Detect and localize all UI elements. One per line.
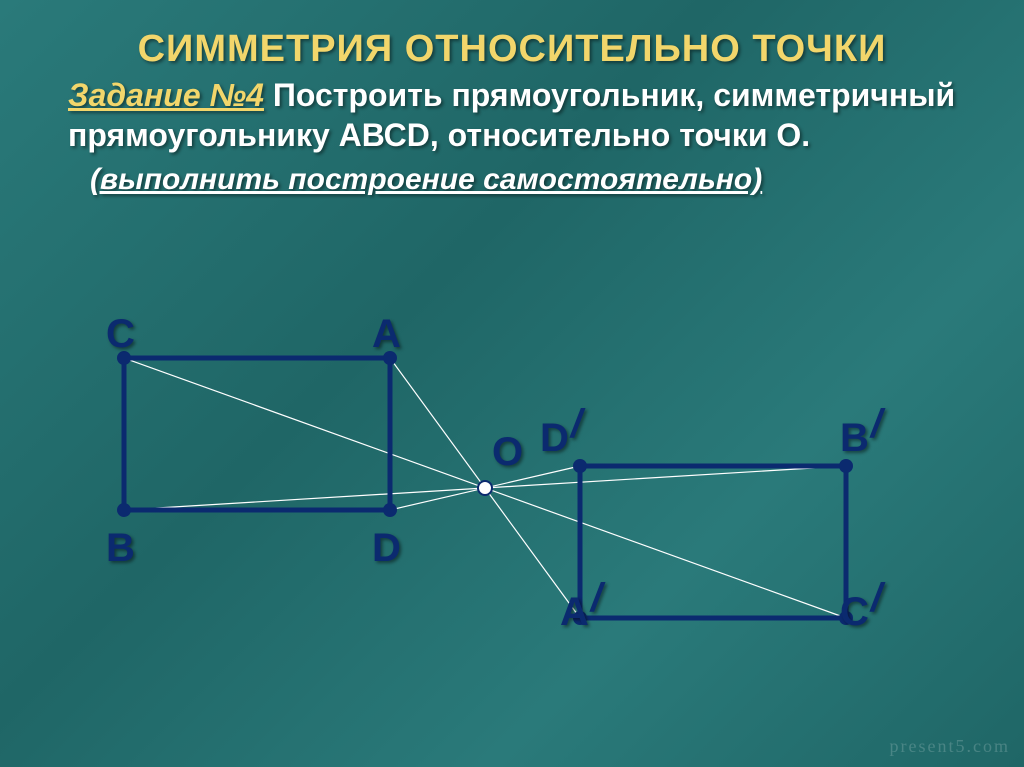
label-O: О — [492, 430, 523, 475]
diagram-svg — [0, 0, 1024, 767]
label-Ap: А/ — [560, 590, 602, 635]
watermark: present5.com — [890, 736, 1010, 757]
label-A: А — [372, 312, 401, 357]
label-C: С — [106, 312, 135, 357]
label-Dp: D/ — [540, 416, 582, 461]
label-B: В — [106, 526, 135, 571]
label-Bp: В/ — [840, 416, 882, 461]
label-D: D — [372, 526, 401, 571]
slide: СИММЕТРИЯ ОТНОСИТЕЛЬНО ТОЧКИ Задание №4 … — [0, 0, 1024, 767]
label-Cp: С/ — [840, 590, 882, 635]
vertices — [117, 351, 853, 625]
